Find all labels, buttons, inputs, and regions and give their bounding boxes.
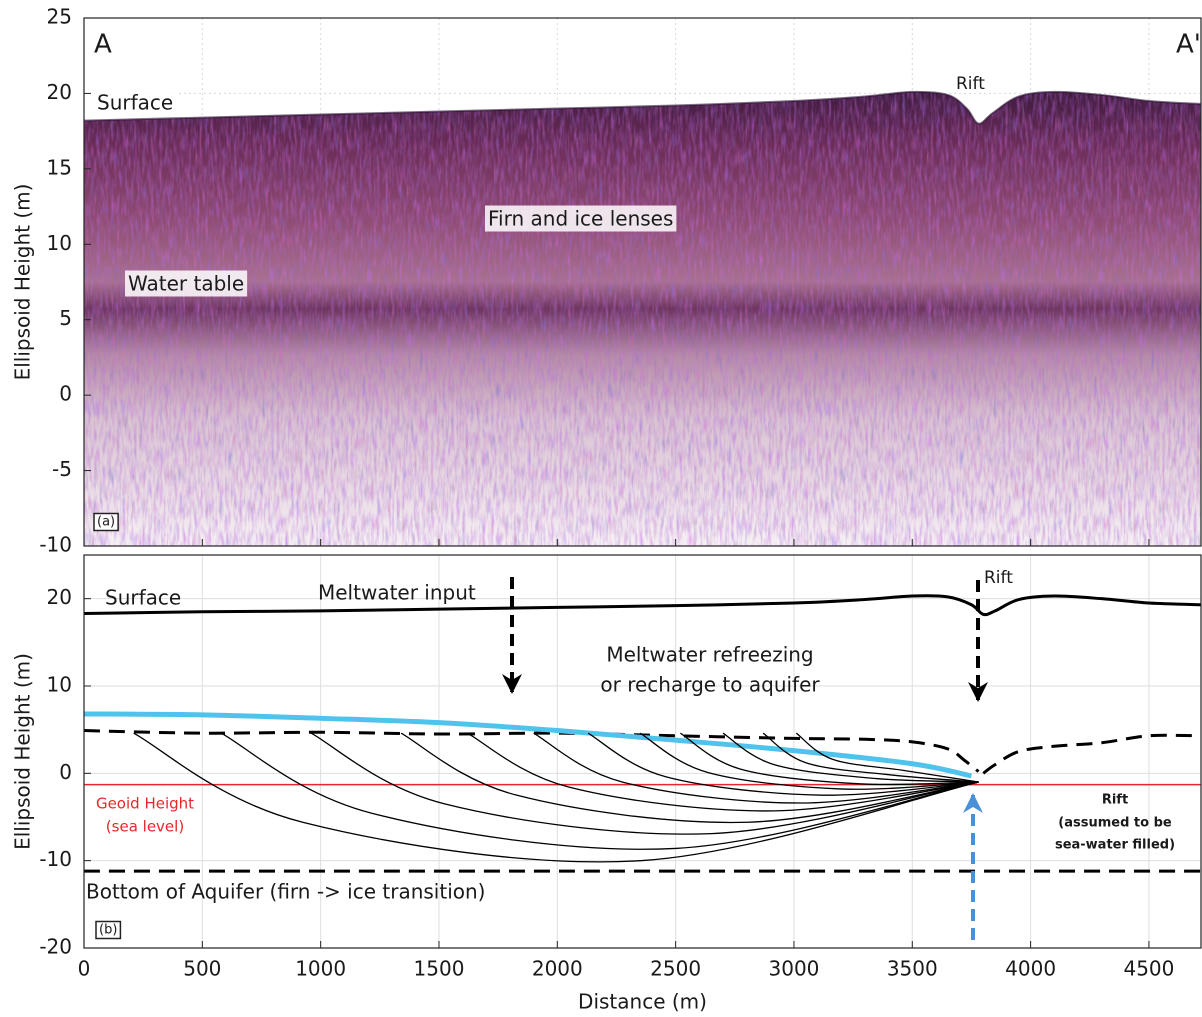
annotation: Water table [128, 272, 244, 296]
x-tick-label: 1500 [414, 957, 465, 981]
annotation: Geoid Height [96, 795, 194, 813]
annotation: Meltwater refreezing [606, 643, 813, 667]
panel-a: -10 -5 0 5 10 15 20 25 Ellipsoid Height (m) A A' Ri… [11, 5, 1202, 557]
annotation: Bottom of Aquifer (firn -> ice transitio… [86, 880, 485, 904]
y-tick-label: 20 [47, 80, 72, 104]
x-tick-label: 2500 [650, 957, 701, 981]
series-line [722, 732, 979, 783]
annotation: Surface [105, 586, 181, 610]
annotation: (sea level) [106, 818, 184, 836]
series-line [639, 732, 979, 790]
annotation: (assumed to be [1058, 816, 1172, 831]
series-line [467, 732, 979, 812]
y-tick-label: 25 [47, 5, 72, 29]
annotation: (b) [99, 923, 117, 938]
x-tick-label: 500 [183, 957, 221, 981]
series-line [133, 732, 979, 863]
y-tick-label: -5 [52, 457, 72, 481]
y-tick-label: 10 [47, 673, 72, 697]
panel-b: -20 -10 0 10 20 0 500 1000 1500 2000 2500 3000 3500 4… [11, 554, 1202, 1014]
x-tick-label: 4000 [1005, 957, 1056, 981]
series-line [762, 732, 979, 783]
annotation: A [94, 30, 112, 60]
annotation: A' [1176, 30, 1201, 60]
annotation: Meltwater input [318, 581, 476, 605]
series-line [680, 732, 979, 786]
y-tick-label: -10 [39, 533, 72, 557]
x-axis-label: Distance (m) [578, 990, 707, 1014]
label-box [93, 512, 119, 532]
plot-frame [83, 554, 1202, 949]
arrows [502, 577, 988, 940]
annotation: or recharge to aquifer [600, 673, 820, 697]
series-line [84, 711, 972, 779]
x-tick-label: 3000 [769, 957, 820, 981]
y-tick-label: 0 [59, 382, 72, 406]
series-line [533, 732, 979, 804]
y-tick-label: 20 [47, 585, 72, 609]
y-tick-label: 0 [59, 760, 72, 784]
x-tick-label: 0 [78, 957, 91, 981]
x-tick-label: 1000 [295, 957, 346, 981]
label-bg [94, 89, 177, 116]
y-axis-label: Ellipsoid Height (m) [11, 653, 35, 850]
series-line [400, 732, 979, 824]
annotation: sea-water filled) [1055, 838, 1175, 853]
x-tick-label: 3500 [887, 957, 938, 981]
annotation: Rift [984, 568, 1013, 588]
plot-frame [83, 17, 1202, 547]
radar-noise [84, 91, 1201, 546]
surface-reflection [83, 90, 1202, 125]
series-line [310, 732, 979, 835]
x-tick-label: 2000 [532, 957, 583, 981]
y-tick-label: 15 [47, 155, 72, 179]
annotation: Rift [1102, 793, 1128, 808]
label-bg [125, 270, 248, 297]
annotation: Firn and ice lenses [488, 207, 673, 231]
lines-b [84, 594, 1201, 873]
y-tick-label: 5 [59, 306, 72, 330]
x-tick-label: 4500 [1123, 957, 1174, 981]
series-line [84, 729, 980, 773]
series-line [220, 732, 979, 850]
y-tick-label: -10 [39, 847, 72, 871]
series-line [587, 732, 979, 796]
series-line [84, 594, 1201, 617]
annotation: Rift [956, 74, 985, 94]
y-axis-label: Ellipsoid Height (m) [11, 184, 35, 381]
series-line [795, 732, 979, 783]
annotation: (a) [97, 515, 115, 530]
label-bg [485, 205, 677, 232]
label-box [95, 920, 122, 940]
annotation: Surface [97, 91, 173, 115]
y-tick-label: 10 [47, 231, 72, 255]
radargram-image [84, 91, 1201, 546]
series-line [982, 733, 1201, 775]
y-tick-label: -20 [39, 935, 72, 959]
